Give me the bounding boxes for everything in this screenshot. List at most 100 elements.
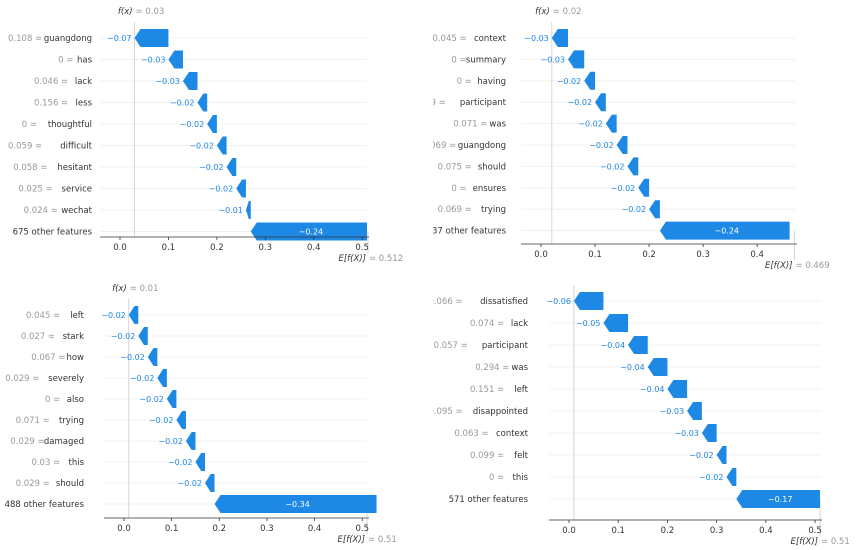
feature-name: trying — [59, 416, 84, 426]
bar-guangdong — [616, 136, 628, 154]
x-tick-label: 0.4 — [307, 243, 321, 253]
expected-value: = 0.469 — [795, 261, 829, 271]
x-tick-label: 0.5 — [808, 526, 822, 536]
x-tick-label: 0.2 — [642, 250, 656, 260]
feature-value: 0 = — [22, 120, 37, 130]
feature-name: this — [68, 458, 84, 468]
feature-name: left — [514, 385, 528, 395]
feature-name: disappointed — [473, 407, 528, 417]
x-tick-label: 0.0 — [562, 526, 576, 536]
bar-value-label: −0.02 — [199, 163, 224, 172]
feature-name: wechat — [61, 206, 92, 216]
bar-disappointed — [687, 402, 702, 420]
x-tick-label: 0.2 — [661, 526, 675, 536]
fx-label: f(x) — [535, 7, 550, 17]
bar-ensures — [638, 178, 650, 197]
feature-value: 0.029 = — [16, 479, 50, 489]
other-features-label: 675 other features — [13, 228, 93, 238]
bar-value-label: −0.02 — [689, 451, 714, 460]
feature-value: 0 = — [58, 56, 73, 66]
feature-value: 0.069 = — [438, 205, 472, 215]
feature-name: was — [489, 120, 506, 130]
bar-participant — [628, 336, 648, 354]
bar-value-label: −0.02 — [177, 479, 202, 488]
feature-value: 0 = — [45, 395, 60, 405]
bar-thoughtful — [207, 115, 217, 133]
feature-value: 0.057 = — [434, 341, 468, 351]
bar-should — [627, 157, 639, 176]
feature-name: context — [474, 34, 507, 44]
feature-value: 0.071 = — [16, 416, 50, 426]
expected-label: E[f(X)] — [338, 535, 365, 545]
feature-value: 0.095 = — [433, 407, 463, 417]
bar-value-label: −0.02 — [611, 184, 636, 193]
other-features-label: 571 other features — [449, 495, 529, 505]
feature-name: felt — [514, 451, 529, 461]
feature-name: damaged — [44, 437, 84, 447]
feature-name: service — [62, 185, 92, 195]
other-features-label: 488 other features — [5, 500, 85, 510]
feature-value: 0.108 = — [8, 34, 42, 44]
feature-name: less — [76, 99, 93, 109]
feature-name: severely — [48, 374, 84, 384]
bar-value-label: −0.02 — [120, 353, 145, 362]
bar-value-label: −0.02 — [139, 395, 164, 404]
bar-value-label: −0.01 — [218, 206, 243, 215]
bar-value-label: −0.04 — [640, 385, 665, 394]
feature-value: 0 = — [451, 184, 466, 194]
bar-should — [205, 474, 215, 492]
bar-value-label: −0.06 — [546, 297, 571, 306]
fx-label: f(x) — [118, 7, 133, 17]
bar-context — [551, 29, 569, 47]
feature-name: participant — [482, 341, 529, 351]
x-tick-label: 0.4 — [759, 526, 773, 536]
bar-having — [584, 71, 596, 90]
feature-value: 0.039 = — [433, 98, 446, 108]
feature-name: guangdong — [458, 141, 506, 151]
bar-value-label: −0.03 — [660, 407, 685, 416]
expected-label: E[f(X)] — [765, 261, 792, 271]
expected-value: = 0.51 — [821, 537, 850, 547]
bar-value-label: −0.03 — [674, 429, 699, 438]
x-tick-label: 0.5 — [355, 243, 369, 253]
bar-value-label: −0.34 — [285, 500, 310, 509]
bar-was — [605, 114, 617, 133]
bar-has — [168, 50, 183, 69]
feature-value: 0.071 = — [453, 120, 487, 130]
bar-also — [166, 390, 177, 408]
waterfall-chart-bottom-left: f(x) = 0.01 −0.02 left 0.045 = −0.02 stark 0.02… — [5, 284, 397, 545]
bar-wechat — [245, 201, 251, 219]
bar-guangdong — [134, 29, 169, 47]
bar-571-other-features — [736, 490, 820, 508]
bar-stark — [138, 327, 148, 345]
feature-name: difficult — [60, 142, 92, 152]
feature-value: 0.058 = — [13, 163, 47, 173]
bar-value-label: −0.02 — [699, 473, 724, 482]
feature-value: 0.029 = — [5, 374, 39, 384]
feature-value: 0.066 = — [433, 297, 463, 307]
bar-lack — [182, 72, 198, 90]
feature-name: guangdong — [44, 34, 92, 44]
bar-hesitant — [226, 158, 237, 176]
x-tick-label: 0.3 — [260, 524, 274, 534]
x-tick-label: 0.3 — [259, 243, 273, 253]
feature-name: this — [512, 473, 528, 483]
feature-value: 0.046 = — [34, 77, 68, 87]
feature-value: 0.074 = — [470, 319, 504, 329]
bar-value-label: −0.02 — [101, 311, 126, 320]
bar-value-label: −0.07 — [107, 34, 132, 43]
bar-less — [197, 93, 208, 112]
feature-name: has — [77, 56, 93, 66]
feature-value: 0.294 = — [475, 363, 509, 373]
bar-value-label: −0.02 — [600, 162, 625, 171]
bar-value-label: −0.02 — [130, 374, 155, 383]
bar-value-label: −0.04 — [620, 363, 645, 372]
bar-value-label: −0.02 — [111, 332, 136, 341]
feature-value: 0.099 = — [470, 451, 504, 461]
feature-value: 0 = — [489, 473, 504, 483]
feature-name: should — [478, 162, 506, 172]
feature-value: 0 = — [457, 77, 472, 87]
fx-value: = 0.01 — [130, 284, 159, 294]
x-tick-label: 0.3 — [696, 250, 710, 260]
